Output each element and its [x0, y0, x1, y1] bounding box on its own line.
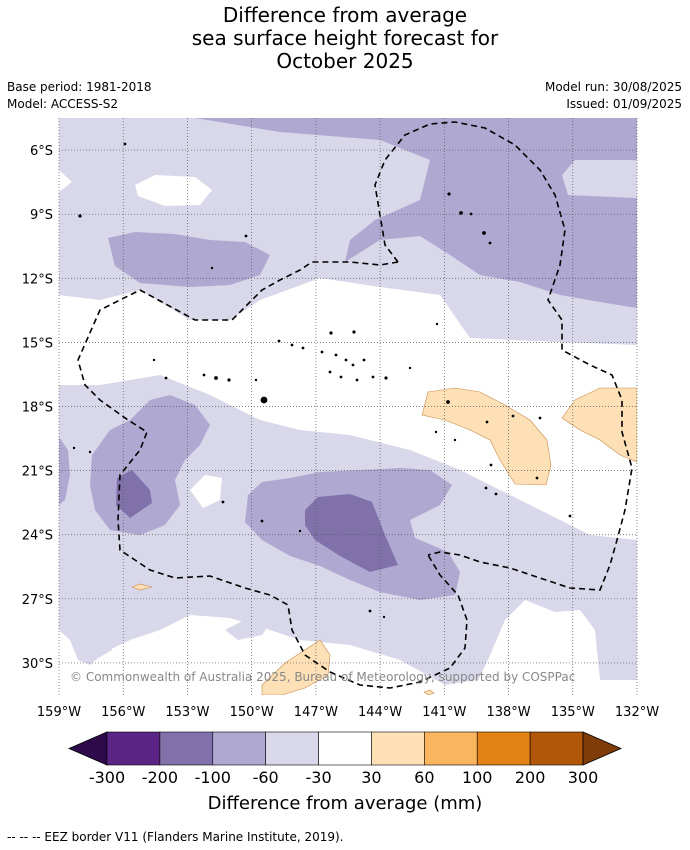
colorbar-tick-label: -200 [142, 768, 178, 787]
contour-dark-southwest [116, 470, 152, 518]
lat-tick-label: 24°S [22, 529, 53, 544]
contour-positive-tiny [423, 689, 435, 695]
contour-positive-small [131, 583, 153, 591]
contour-light-southwest-patch [80, 610, 115, 660]
colorbar [67, 731, 623, 766]
colorbar-tick-label: -300 [89, 768, 125, 787]
latitude-labels: 6°S 9°S 12°S 15°S 18°S 21°S 24°S 27°S 30°S [22, 144, 53, 672]
issued-date: Issued: 01/09/2025 [566, 97, 682, 111]
title-line-3: October 2025 [276, 49, 414, 73]
colorbar-tick-label: -30 [305, 768, 331, 787]
contour-clear-south-island [190, 475, 222, 508]
lon-tick-label: 141°W [422, 705, 466, 720]
lon-tick-label: 144°W [358, 705, 402, 720]
colorbar-tick-label: 60 [414, 768, 434, 787]
colorbar-tick-label: -100 [195, 768, 231, 787]
lat-tick-label: 21°S [22, 465, 53, 480]
colorbar-bin [212, 731, 266, 766]
lon-tick-label: 132°W [615, 705, 659, 720]
contour-dark-south [305, 494, 398, 572]
contour-clear-north [135, 175, 212, 206]
contour-medium-northwest [108, 232, 270, 287]
base-period: Base period: 1981-2018 [7, 80, 152, 94]
footer-note: -- -- -- EEZ border V11 (Flanders Marine… [7, 830, 344, 844]
contour-medium-west-edge [59, 437, 70, 505]
model-run: Model run: 30/08/2025 [544, 80, 682, 94]
meta-right: Model run: 30/08/2025 Issued: 01/09/2025 [545, 79, 682, 113]
lon-tick-label: 147°W [294, 705, 338, 720]
lat-tick-label: 15°S [22, 336, 53, 351]
colorbar-tick-label: 300 [568, 768, 599, 787]
longitude-labels: 159°W 156°W 153°W 150°W 147°W 144°W 141°W 138°W… [37, 705, 659, 720]
lat-tick-label: 30°S [22, 657, 53, 672]
lon-tick-label: 159°W [37, 705, 81, 720]
colorbar-extend-low [67, 731, 108, 766]
colorbar-bin [265, 731, 319, 766]
map-credit: © Commonwealth of Australia 2025, Bureau… [70, 670, 575, 684]
lon-tick-label: 150°W [230, 705, 274, 720]
contour-clear-edge [59, 170, 72, 192]
lat-tick-label: 6°S [30, 144, 53, 159]
title-line-1: Difference from average [222, 3, 468, 27]
meta-left: Base period: 1981-2018 Model: ACCESS-S2 [7, 79, 152, 113]
contour-positive-east-edge [561, 387, 637, 463]
contour-light-south-small [225, 617, 272, 640]
lat-tick-label: 18°S [22, 401, 53, 416]
colorbar-bin [476, 731, 531, 766]
lon-tick-label: 135°W [551, 705, 595, 720]
colorbar-bin [371, 731, 425, 766]
colorbar-tick-label: 30 [361, 768, 381, 787]
colorbar-bin [424, 731, 478, 766]
colorbar-tick-label: 200 [515, 768, 546, 787]
contour-positive-east [421, 387, 552, 486]
lat-tick-label: 27°S [22, 593, 53, 608]
colorbar-label: Difference from average (mm) [208, 793, 483, 814]
graticule [58, 118, 638, 695]
lon-tick-label: 153°W [165, 705, 209, 720]
map-title: Difference from average sea surface heig… [0, 4, 690, 73]
lat-tick-label: 9°S [30, 208, 53, 223]
lon-tick-label: 156°W [101, 705, 145, 720]
islands [72, 142, 572, 619]
title-line-2: sea surface height forecast for [191, 26, 499, 50]
model-name: Model: ACCESS-S2 [7, 97, 119, 111]
lon-tick-label: 138°W [486, 705, 530, 720]
colorbar-bin [318, 731, 372, 766]
contour-positive-south [261, 639, 331, 695]
colorbar-bin [106, 731, 161, 766]
colorbar-tick-label: -60 [253, 768, 279, 787]
contour-medium-northeast [195, 118, 637, 308]
colorbar-tick-labels: -300 -200 -100 -60 -30 30 60 100 200 300 [89, 768, 598, 787]
lat-tick-label: 12°S [22, 272, 53, 287]
colorbar-bin [159, 731, 214, 766]
colorbar-tick-label: 100 [462, 768, 493, 787]
colorbar-bin [529, 731, 584, 766]
colorbar-extend-high [582, 731, 623, 766]
